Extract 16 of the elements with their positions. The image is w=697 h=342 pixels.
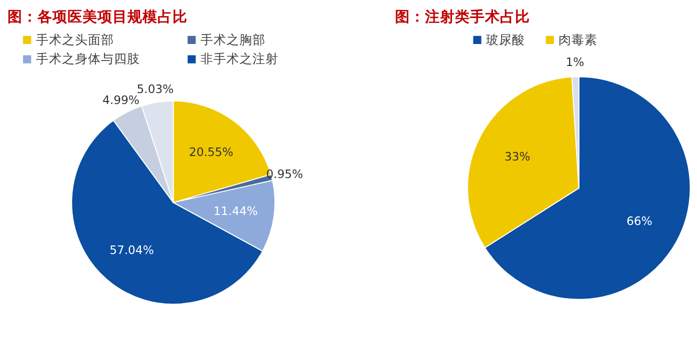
data-label: 4.99% — [102, 93, 140, 108]
data-label: 1% — [566, 55, 584, 70]
data-label: 66% — [626, 214, 652, 228]
legend-label: 玻尿酸 — [486, 32, 525, 47]
data-label: 33% — [504, 150, 530, 164]
chart-title: 图：各项医美项目规模占比 — [8, 8, 188, 26]
legend-label: 肉毒素 — [558, 32, 598, 47]
data-label: 20.55% — [189, 145, 234, 160]
chart-title: 图：注射类手术占比 — [394, 8, 530, 26]
data-label: 57.04% — [110, 242, 154, 257]
legend-label: 手术之胸部 — [200, 32, 266, 47]
data-label: 5.03% — [136, 82, 174, 96]
legend-label: 非手术之注射 — [200, 51, 278, 66]
legend-label: 手术之身体与四肢 — [36, 51, 140, 66]
legend-label: 手术之头面部 — [36, 32, 114, 47]
data-label: 11.44% — [214, 204, 258, 218]
